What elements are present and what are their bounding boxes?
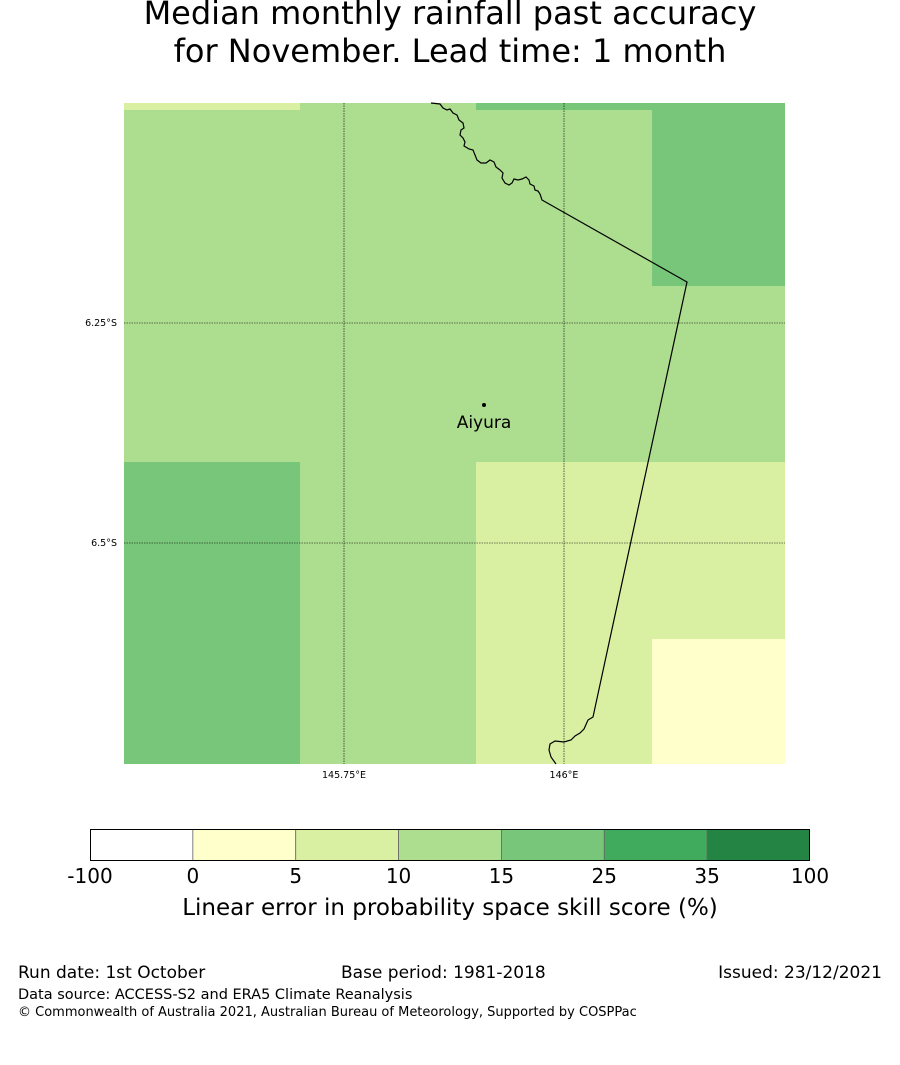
- colorbar-tick-label: 5: [289, 864, 303, 888]
- colorbar-tick-label: 25: [591, 864, 618, 888]
- colorbar-tick-label: -100: [67, 864, 113, 888]
- colorbar-tick-label: 35: [694, 864, 720, 888]
- colorbar: [90, 829, 810, 861]
- grid-cell: [652, 110, 785, 286]
- lat-tick-label: 6.25°S: [85, 318, 117, 329]
- colorbar-bin: [603, 829, 708, 861]
- colorbar-tick-label: 15: [488, 864, 515, 888]
- graticule: [124, 103, 785, 764]
- data-source: Data source: ACCESS-S2 and ERA5 Climate …: [18, 987, 413, 1003]
- run-date: Run date: 1st October: [18, 963, 206, 983]
- skill-grid: [124, 103, 785, 764]
- aiyura-label: Aiyura: [457, 413, 512, 433]
- colorbar-title: Linear error in probability space skill …: [182, 895, 718, 921]
- aiyura-marker: [482, 403, 486, 407]
- lon-tick-label: 146°E: [550, 770, 579, 781]
- colorbar-bin: [90, 829, 194, 861]
- colorbar-tick-label: 100: [790, 864, 830, 888]
- colorbar-frame: [90, 829, 810, 861]
- colorbar-bin: [192, 829, 297, 861]
- title-line-2: for November. Lead time: 1 month: [173, 32, 727, 70]
- colorbar-tick-label: 10: [385, 864, 412, 888]
- map-title: Median monthly rainfall past accuracy fo…: [0, 0, 900, 70]
- colorbar-bin: [706, 829, 810, 861]
- colorbar-bin: [295, 829, 399, 861]
- grid-cell: [652, 639, 785, 764]
- title-line-1: Median monthly rainfall past accuracy: [143, 0, 757, 32]
- base-period: Base period: 1981-2018: [341, 963, 546, 983]
- issued-date: Issued: 23/12/2021: [718, 963, 882, 983]
- lon-tick-label: 145.75°E: [322, 770, 366, 781]
- border-line: [430, 102, 688, 765]
- map-panel: Aiyura 6.25°S 6.5°S 145.75°E 146°E: [85, 102, 785, 781]
- grid-cell: [124, 462, 300, 764]
- grid-cell: [124, 103, 300, 110]
- colorbar-tick-label: 0: [186, 864, 200, 888]
- copyright: © Commonwealth of Australia 2021, Austra…: [18, 1005, 637, 1020]
- colorbar-bin: [398, 829, 502, 861]
- lat-tick-label: 6.5°S: [91, 538, 117, 549]
- colorbar-bin: [501, 829, 605, 861]
- grid-cell: [476, 103, 785, 110]
